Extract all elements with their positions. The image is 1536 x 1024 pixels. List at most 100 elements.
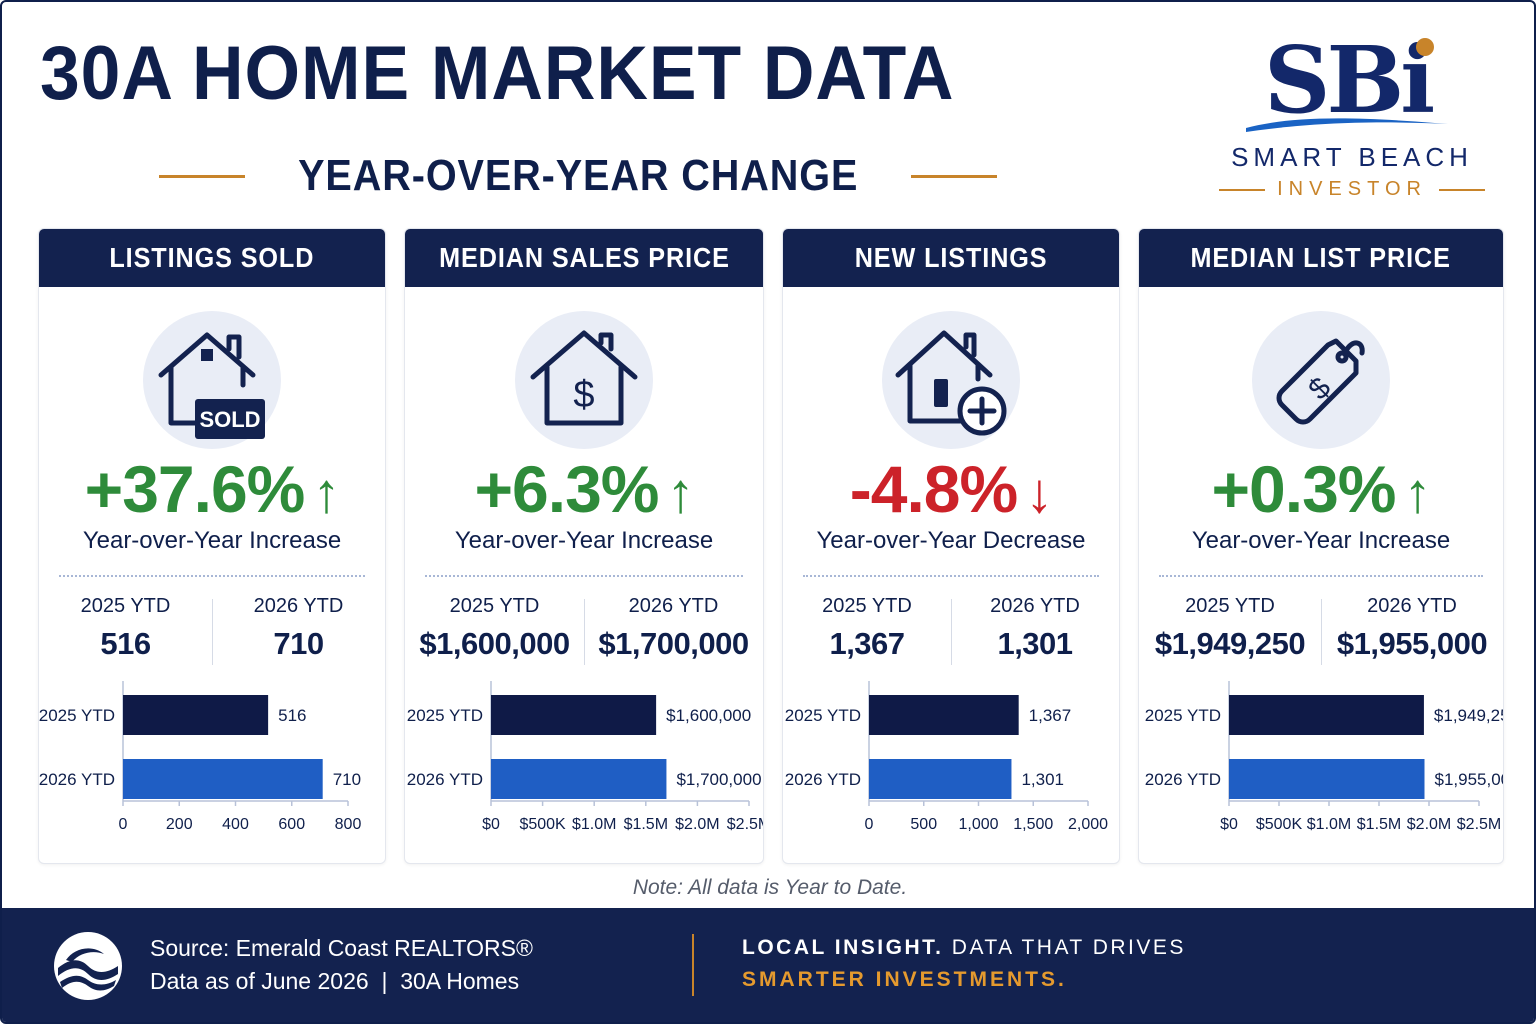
logo-rule-right [1438, 188, 1485, 191]
logo-name: SMART BEACH [1231, 142, 1473, 172]
change-percent: -4.8% ↓ [783, 451, 1119, 527]
x-tick-label: $1.5M [624, 816, 668, 833]
dotted-divider [425, 575, 743, 577]
wave-logo-icon [54, 932, 122, 1000]
tagline: LOCAL INSIGHT. DATA THAT DRIVES [742, 936, 1186, 960]
bar [869, 695, 1019, 735]
ytd-2025: 2025 YTD $1,949,250 [1139, 595, 1321, 662]
x-tick-label: 0 [865, 816, 874, 833]
change-label: Year-over-Year Increase [82, 527, 342, 554]
bar [1229, 695, 1424, 735]
change-value: +0.3% [1211, 452, 1397, 526]
icon-badge [882, 311, 1020, 449]
price-tag-icon: $ [1276, 338, 1365, 425]
category-label: 2026 YTD [785, 770, 861, 789]
ytd-value: $1,600,000 [419, 626, 570, 661]
change-percent: +0.3% ↑ [1139, 451, 1503, 527]
ytd-label: 2025 YTD [822, 595, 912, 617]
dotted-divider [803, 575, 1099, 577]
bar [1229, 759, 1425, 799]
ytd-2026: 2026 YTD 1,301 [951, 595, 1119, 662]
x-tick-label: $1.0M [572, 816, 616, 833]
ytd-label: 2026 YTD [628, 595, 719, 617]
tagline-accent: SMARTER INVESTMENTS. [742, 968, 1067, 991]
category-label: 2025 YTD [407, 706, 483, 725]
logo-wave-icon [1246, 118, 1448, 132]
ytd-value: $1,955,000 [1336, 626, 1488, 661]
ytd-label: 2025 YTD [449, 595, 540, 617]
subtitle-row: YEAR-OVER-YEAR CHANGE [158, 148, 998, 204]
card-title: NEW LISTINGS [854, 242, 1048, 273]
arrow-up-icon: ↑ [1403, 461, 1431, 524]
bar-value-label: 1,301 [1021, 770, 1064, 789]
card-header: MEDIAN LIST PRICE [1139, 229, 1503, 287]
x-tick-label: 200 [166, 816, 193, 833]
bar [869, 759, 1012, 799]
logo-rule-left [1219, 188, 1266, 191]
card-header: MEDIAN SALES PRICE [405, 229, 763, 287]
footnote: Note: All data is Year to Date. [632, 876, 908, 899]
x-tick-label: 2,000 [1068, 816, 1108, 833]
subtitle-rule-left [158, 174, 245, 178]
bar-value-label: 516 [278, 706, 306, 725]
ytd-2026: 2026 YTD $1,955,000 [1321, 595, 1503, 662]
x-tick-label: $2.0M [1407, 816, 1451, 833]
x-tick-label: 800 [335, 816, 362, 833]
footer-bar: Source: Emerald Coast REALTORS® Data as … [2, 908, 1534, 1022]
ytd-label: 2026 YTD [253, 595, 344, 617]
ytd-label: 2025 YTD [80, 595, 171, 617]
x-tick-label: $1.0M [1307, 816, 1351, 833]
ytd-value: 1,367 [829, 626, 905, 661]
category-label: 2025 YTD [1145, 706, 1221, 725]
ytd-label: 2026 YTD [990, 595, 1080, 617]
x-tick-label: 600 [278, 816, 305, 833]
x-tick-label: $0 [482, 816, 500, 833]
bar-value-label: $1,955,000 [1435, 770, 1505, 789]
subtitle-rule-right [911, 174, 998, 178]
bar-chart: 0 500 1,000 1,500 2,000 2025 YTD 1,367 2026 YTD… [785, 681, 1108, 833]
bar-chart: 0 200 400 600 800 2025 YTD 516 2026 YTD 710 [39, 681, 362, 833]
x-tick-label: $2.0M [675, 816, 719, 833]
ytd-separator [951, 599, 952, 665]
svg-text:$: $ [573, 374, 594, 416]
logo-subline: INVESTOR [1202, 178, 1502, 201]
x-tick-label: 500 [910, 816, 937, 833]
dotted-divider [59, 575, 365, 577]
bar-value-label: $1,700,000 [676, 770, 761, 789]
ytd-2025: 2025 YTD $1,600,000 [405, 595, 584, 662]
x-tick-label: 1,500 [1013, 816, 1053, 833]
x-tick-label: $500K [519, 816, 566, 833]
card-median-list-price: MEDIAN LIST PRICE $ +0.3% ↑ Year-over-Yea… [1138, 228, 1504, 864]
change-label: Year-over-Year Increase [454, 527, 714, 554]
source-block: Source: Emerald Coast REALTORS® Data as … [150, 932, 533, 998]
ytd-label: 2025 YTD [1185, 595, 1275, 617]
change-value: -4.8% [849, 452, 1018, 526]
bar [491, 695, 657, 735]
bar [123, 759, 323, 799]
change-value: +37.6% [84, 452, 306, 526]
data-date-text: Data as of June 2026 | 30A Homes [150, 968, 520, 994]
bar [491, 759, 667, 799]
bar [123, 695, 269, 735]
icon-badge: $ [515, 311, 653, 449]
ytd-value: 710 [273, 626, 324, 661]
logo-monogram: SBi [1264, 26, 1435, 134]
ytd-2025: 2025 YTD 1,367 [783, 595, 951, 662]
card-title: MEDIAN LIST PRICE [1190, 242, 1452, 273]
bar-chart: $0 $500K $1.0M $1.5M $2.0M $2.5M 2025 YTD $1,60… [407, 681, 763, 833]
change-label: Year-over-Year Increase [1191, 527, 1451, 554]
ytd-value: $1,700,000 [598, 626, 749, 661]
change-percent: +6.3% ↑ [405, 451, 763, 527]
card-title: LISTINGS SOLD [109, 242, 315, 273]
card-title: MEDIAN SALES PRICE [438, 242, 730, 273]
arrow-up-icon: ↑ [312, 461, 340, 524]
x-tick-label: $2.5M [1457, 816, 1501, 833]
bar-value-label: 1,367 [1029, 706, 1072, 725]
bar-value-label: $1,600,000 [666, 706, 751, 725]
page-title: 30A HOME MARKET DATA [40, 31, 955, 116]
ytd-separator [1321, 599, 1322, 665]
ytd-separator [212, 599, 213, 665]
change-percent: +37.6% ↑ [39, 451, 385, 527]
x-tick-label: 0 [119, 816, 128, 833]
